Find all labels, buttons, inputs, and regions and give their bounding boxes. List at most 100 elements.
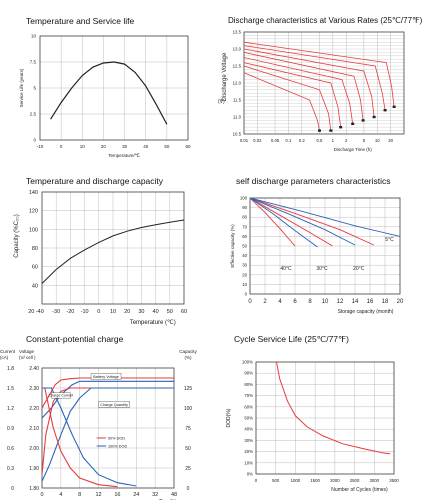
x-tick-label: 20 — [101, 144, 107, 149]
chart-title: Constant-potential charge — [26, 334, 124, 344]
self-discharge-curve — [249, 197, 401, 237]
x-tick-label: 30 — [122, 144, 128, 149]
self-discharge-curve — [249, 197, 333, 247]
y-tick-label: 10.5 — [233, 132, 242, 137]
y-tick-label: 40 — [242, 253, 247, 258]
x-tick-label: 3000 — [370, 478, 380, 483]
discharge-curve — [243, 65, 332, 131]
y-tick-label: 100 — [240, 196, 248, 201]
capacity-tick-label: 75 — [185, 426, 191, 432]
y-tick-label: 70% — [244, 393, 253, 398]
y-axis-unit: (V) — [218, 99, 225, 105]
chart-title: Discharge characteristics at Various Rat… — [228, 16, 423, 25]
chart-title: self discharge parameters characteristic… — [236, 176, 391, 186]
charge-curve — [41, 387, 174, 482]
voltage-tick-label: 1.90 — [29, 466, 39, 472]
x-tick-label: 1000 — [291, 478, 301, 483]
service-life-curve — [50, 61, 168, 125]
current-tick-label: 0 — [11, 486, 14, 492]
current-tick-label: 0.3 — [7, 466, 14, 472]
self-discharge-chart: 0 2 4 6 8 10 12 14 16 18 20 0 10 20 30 40 50 60 70 80 90 100 S… — [230, 196, 404, 316]
curve-end-marker — [339, 126, 343, 129]
x-tick-label: 50 — [167, 309, 173, 315]
x-tick-label: 12 — [96, 492, 102, 498]
y-tick-label: 20 — [242, 272, 247, 277]
x-tick-label: 500 — [272, 478, 280, 483]
discharge-curve — [243, 48, 375, 118]
charge-curve — [41, 377, 174, 409]
x-tick-label: 40 — [143, 144, 149, 149]
y-tick-label: 50 — [242, 244, 247, 249]
y-tick-label: 100 — [29, 227, 38, 233]
y-axis-label: Discharge Voltage — [222, 52, 228, 101]
curve-end-marker — [329, 129, 333, 132]
x-axis-label: Number of Cycles (times) — [331, 487, 388, 493]
chart-title: Cycle Service Life (25℃/77℉) — [234, 334, 349, 344]
temperature-service-life-chart: -10 0 10 20 30 40 50 6002.557.510Temperature/℃S… — [19, 34, 191, 159]
x-tick-label: -20 — [66, 309, 74, 315]
capacity-tick-label: 125 — [184, 386, 193, 392]
y-tick-label: 60 — [242, 234, 247, 239]
legend-label-blue: 100% DOD — [108, 445, 127, 449]
curve-end-marker — [351, 122, 355, 125]
discharge-curve — [243, 41, 395, 107]
x-tick-label: 50 — [164, 144, 170, 149]
discharge-curve — [243, 57, 354, 124]
cycle-service-life-chart: 0 500 1000 1500 2000 2500 3000 3500 0% 10% 20% 30% 4… — [226, 360, 399, 494]
y-tick-label: 2.5 — [30, 112, 37, 117]
capacity-tick-label: 0 — [187, 486, 190, 492]
x-tick-label: 14 — [352, 299, 359, 305]
current-tick-label: 1.8 — [7, 366, 14, 372]
panel-temperature-discharge-capacity: Temperature and discharge capacity 20 -4… — [0, 170, 212, 338]
x-tick-label: 20 -40 — [28, 309, 44, 315]
x-tick-label: 3500 — [389, 478, 399, 483]
x-tick-label: 0 — [60, 144, 63, 149]
y-tick-label: 10 — [242, 282, 247, 287]
y-tick-label: 0 — [33, 138, 36, 143]
voltage-tick-label: 2.10 — [29, 426, 39, 432]
x-tick-label: 60 — [181, 309, 187, 315]
x-axis-label: Temperature (℃) — [130, 320, 176, 326]
x-axis-label: Temperature/℃ — [108, 153, 141, 158]
self-discharge-curve — [249, 197, 356, 246]
temperature-discharge-capacity-chart: 20 -40 -30 -20 -10 0 10 20 30 40 50 60 40 60 80 100 120… — [14, 190, 187, 326]
x-tick-label: -10 — [81, 309, 89, 315]
legend-label-red: 50% DOD — [108, 437, 125, 441]
capacity-tick-label: 100 — [184, 406, 193, 412]
discharge-curve — [243, 52, 364, 121]
temperature-label: 20°C — [353, 266, 365, 272]
y-tick-label: 70 — [242, 224, 247, 229]
current-tick-label: 1.2 — [7, 406, 14, 412]
x-axis-label: Discharge Time (h) — [334, 147, 373, 152]
x-tick-label: 60 — [185, 144, 191, 149]
voltage-tick-label: 2.40 — [29, 366, 39, 372]
y-tick-label: 60 — [32, 265, 38, 271]
x-tick-label: 5 — [363, 138, 366, 143]
charge-curve — [41, 387, 174, 475]
x-tick-label: 48 — [171, 492, 177, 498]
curve-end-marker — [383, 109, 387, 112]
x-tick-label: 8 — [308, 299, 312, 305]
y-tick-label: 11.5 — [233, 98, 242, 103]
y-tick-label: 7.5 — [30, 60, 37, 65]
y-tick-label: 100% — [242, 360, 253, 365]
capacity-tick-label: 25 — [185, 466, 191, 472]
capacity-tick-label: 50 — [185, 446, 191, 452]
charge-curve — [41, 380, 174, 419]
y-tick-label: 40 — [32, 283, 38, 289]
current-tick-label: 0.9 — [7, 426, 14, 432]
x-tick-label: 40 — [153, 309, 159, 315]
x-tick-label: 8 — [78, 492, 81, 498]
x-tick-label: 0.05 — [271, 138, 280, 143]
voltage-axis-header: Voltage — [19, 349, 35, 354]
y-tick-label: 80 — [32, 246, 38, 252]
x-tick-label: 0.01 — [240, 138, 249, 143]
panel-constant-potential-charge: Constant-potential charge 0481216243248T… — [0, 330, 212, 500]
x-tick-label: 0 — [97, 309, 100, 315]
cycle-life-curve — [276, 361, 391, 455]
y-tick-label: 13.5 — [233, 30, 242, 35]
current-tick-label: 0.6 — [7, 446, 14, 452]
x-tick-label: 1 — [332, 138, 335, 143]
discharge-curve — [243, 62, 342, 128]
self-discharge-curve — [249, 197, 296, 247]
